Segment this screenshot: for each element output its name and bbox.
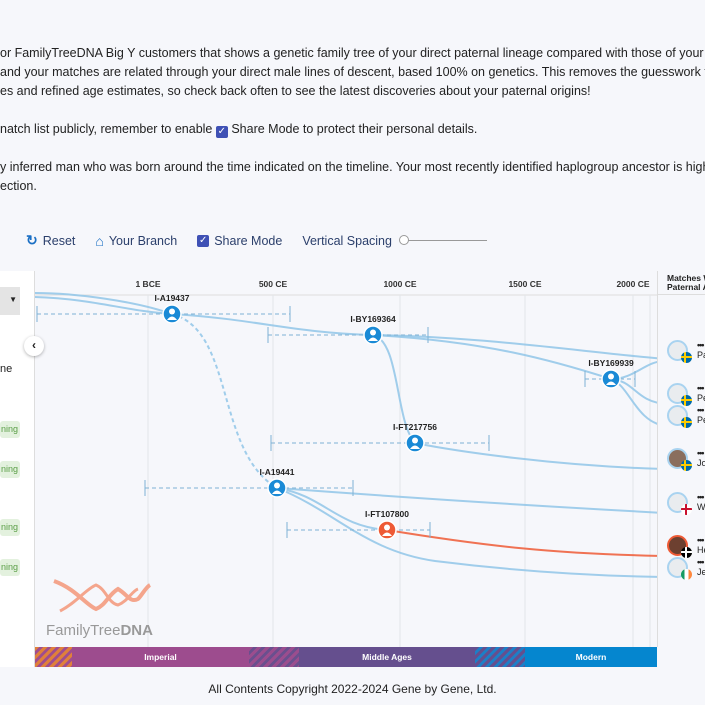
tree-branch [276,487,657,514]
era-transition [249,647,299,667]
person-icon [169,308,175,315]
chevron-left-icon: ‹ [32,338,36,352]
match-item[interactable]: ••• W [667,492,705,516]
haplogroup-label: I-A19441 [260,467,295,477]
era-middle-ages: Middle Ages [299,647,475,667]
person-icon [608,373,614,380]
status-badge: ning [0,519,20,536]
person-icon [370,329,376,336]
matches-panel: Matches WPaternal A •••Pa •••Pe •••Pe ••… [657,271,705,647]
match-name: •••He [697,535,705,555]
intro-text: or FamilyTreeDNA Big Y customers that sh… [0,44,705,196]
axis-tick-label: 1000 CE [383,279,416,289]
haplogroup-node[interactable]: I-FT217756 [393,422,437,453]
haplogroup-label: I-FT217756 [393,422,437,432]
era-timeline: Imperial Middle Ages Modern [35,647,657,667]
match-name: ••• Je [697,557,705,577]
haplogroup-label: I-BY169364 [350,314,396,324]
era-imperial: Imperial [72,647,249,667]
person-icon [412,437,418,444]
haplogroup-node[interactable]: I-FT107800 [365,509,409,540]
sidebar-text: ne [0,363,13,375]
haplogroup-node[interactable]: I-A19441 [260,467,295,498]
haplotree-chart: 1 BCE 500 CE 1000 CE 1500 CE 2000 CE I-A1943… [35,271,657,647]
person-icon [274,482,280,489]
match-item[interactable]: ••• Jo [667,448,705,472]
tree-branch [171,313,278,489]
era-transition [475,647,525,667]
haplogroup-node[interactable]: I-BY169364 [350,314,396,345]
match-name: ••• Jo [697,448,705,468]
tree-branch [414,442,657,470]
match-name: •••Pe [697,405,705,425]
status-badge: ning [0,421,20,438]
familytreedna-logo: FamilyTreeDNA [46,575,156,639]
axis-tick-label: 500 CE [259,279,288,289]
era-transition [35,647,72,667]
reset-button[interactable]: ↻ Reset [26,232,76,248]
match-item[interactable]: •••Pe [667,405,705,429]
sweden-flag-icon [681,460,692,471]
sweden-flag-icon [681,417,692,428]
checkbox-icon: ✓ [197,234,210,247]
filter-dropdown[interactable]: ▼ [0,287,20,315]
matches-header: Matches WPaternal A [658,271,705,295]
sidebar: ▼ ne ning ning ning ning [0,271,35,667]
match-item[interactable]: •••Pe [667,383,705,407]
match-item[interactable]: ••• Je [667,557,705,581]
haplogroup-node[interactable]: I-BY169939 [588,358,634,389]
chevron-down-icon: ▼ [9,295,17,304]
intro-line: ection. [0,179,37,193]
tree-branch [372,334,612,380]
match-name: ••• W [697,492,705,512]
ireland-flag-icon [681,569,692,580]
haplogroup-node[interactable]: I-A19437 [155,293,190,324]
person-icon [384,524,390,531]
intro-line: es and refined age estimates, so check b… [0,84,591,98]
haplogroup-label: I-FT107800 [365,509,409,519]
home-icon: ⌂ [95,232,104,249]
axis-tick-label: 1 BCE [135,279,160,289]
status-badge: ning [0,559,20,576]
your-branch-button[interactable]: ⌂ Your Branch [95,232,178,249]
dna-helix-icon [53,579,152,613]
footer-copyright: All Contents Copyright 2022-2024 Gene by… [208,682,497,696]
haplogroup-label: I-A19437 [155,293,190,303]
tree-branch [171,313,374,336]
united-kingdom-flag-icon [681,504,692,515]
collapse-sidebar-button[interactable]: ‹ [24,336,44,356]
intro-line: and your matches are related through you… [0,65,705,79]
match-name: •••Pe [697,383,705,403]
tree-branch [386,529,657,557]
tree-branch [35,296,173,315]
tree-branch [276,487,388,531]
checkbox-icon: ✓ [215,126,228,138]
tree-branch [372,334,657,360]
vertical-spacing-control: Vertical Spacing [302,234,487,248]
share-mode-note: natch list publicly, remember to enable … [0,122,478,138]
slider-handle[interactable] [398,235,409,245]
intro-line: or FamilyTreeDNA Big Y customers that sh… [0,46,705,60]
intro-line: y inferred man who was born around the t… [0,160,705,174]
sweden-flag-icon [681,395,692,406]
vertical-spacing-slider[interactable] [398,235,487,245]
toolbar: ↻ Reset ⌂ Your Branch ✓ Share Mode Vertical… [26,232,487,249]
sweden-flag-icon [681,352,692,363]
match-item[interactable]: •••Pa [667,340,705,364]
cornwall-flag-icon [681,547,692,558]
tree-branch [276,487,657,578]
haplogroup-label: I-BY169939 [588,358,634,368]
reset-icon: ↻ [26,232,38,248]
status-badge: ning [0,461,20,478]
match-name: •••Pa [697,340,705,360]
match-item[interactable]: •••He [667,535,705,559]
share-mode-checkbox[interactable]: ✓ Share Mode [197,233,283,248]
axis-tick-label: 2000 CE [616,279,649,289]
axis-tick-label: 1500 CE [508,279,541,289]
tree-branch [35,292,173,315]
era-modern: Modern [525,647,657,667]
